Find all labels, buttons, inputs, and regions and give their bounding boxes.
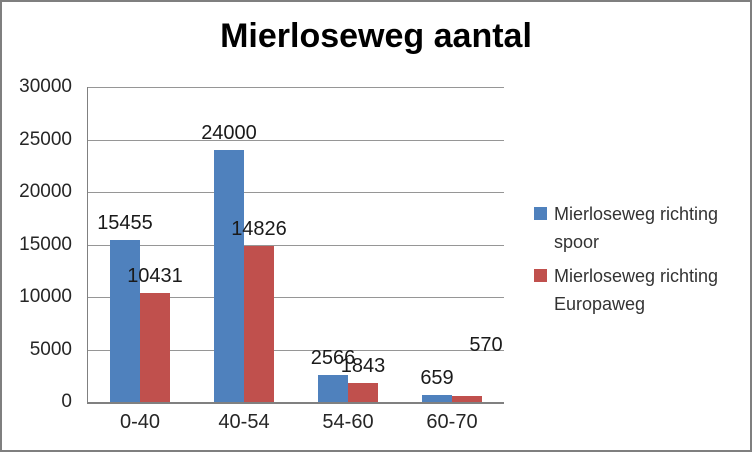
bar-europaweg-0-40[interactable] xyxy=(140,292,170,402)
x-axis: 0-40 40-54 54-60 60-70 xyxy=(88,410,504,436)
gridline xyxy=(88,87,504,88)
bar-spoor-60-70[interactable] xyxy=(422,395,452,402)
gridline xyxy=(88,297,504,298)
bar-europaweg-40-54[interactable] xyxy=(244,246,274,402)
legend-color-swatch-icon xyxy=(534,269,547,282)
bar-spoor-0-40[interactable] xyxy=(110,239,140,402)
data-label: 659 xyxy=(420,367,454,390)
data-label: 15455 xyxy=(97,211,153,234)
legend-label: Mierloseweg richting Europaweg xyxy=(554,266,719,314)
bar-spoor-40-54[interactable] xyxy=(214,150,244,402)
y-axis-label: 30000 xyxy=(19,76,72,97)
legend-color-swatch-icon xyxy=(534,207,547,220)
data-label: 2566 xyxy=(310,347,356,370)
x-axis-label: 40-54 xyxy=(218,411,270,433)
chart-title: Mierloseweg aantal xyxy=(220,17,532,55)
plot-area: 15455 24000 2566 659 10431 14826 1843 570 xyxy=(87,87,504,404)
bar-spoor-54-60[interactable] xyxy=(318,375,348,402)
legend-item[interactable]: Mierloseweg richting spoor xyxy=(534,200,742,256)
data-label: 14826 xyxy=(231,218,287,241)
data-label: 24000 xyxy=(201,122,257,144)
legend: Mierloseweg richting spoor Mierloseweg ri… xyxy=(534,200,742,324)
bar-europaweg-60-70[interactable] xyxy=(452,396,482,402)
y-axis-label: 5000 xyxy=(29,338,72,360)
y-axis-label: 0 xyxy=(61,391,72,412)
x-axis-label: 0-40 xyxy=(119,411,161,433)
bar-europaweg-54-60[interactable] xyxy=(348,382,378,402)
y-axis-label: 20000 xyxy=(19,181,72,202)
y-axis-label: 15000 xyxy=(19,233,72,255)
gridline xyxy=(88,192,504,193)
data-label: 570 xyxy=(469,334,503,356)
data-label: 1843 xyxy=(340,354,386,377)
legend-label: Mierloseweg richting spoor xyxy=(554,204,719,252)
x-axis-label: 54-60 xyxy=(322,411,374,433)
x-axis-label: 60-70 xyxy=(426,411,478,433)
gridline xyxy=(88,349,504,351)
data-label: 10431 xyxy=(127,264,183,287)
y-axis-label: 10000 xyxy=(19,286,72,307)
gridline xyxy=(88,244,504,246)
legend-item[interactable]: Mierloseweg richting Europaweg xyxy=(534,262,742,318)
gridline xyxy=(88,139,504,141)
y-axis-label: 25000 xyxy=(19,128,72,150)
